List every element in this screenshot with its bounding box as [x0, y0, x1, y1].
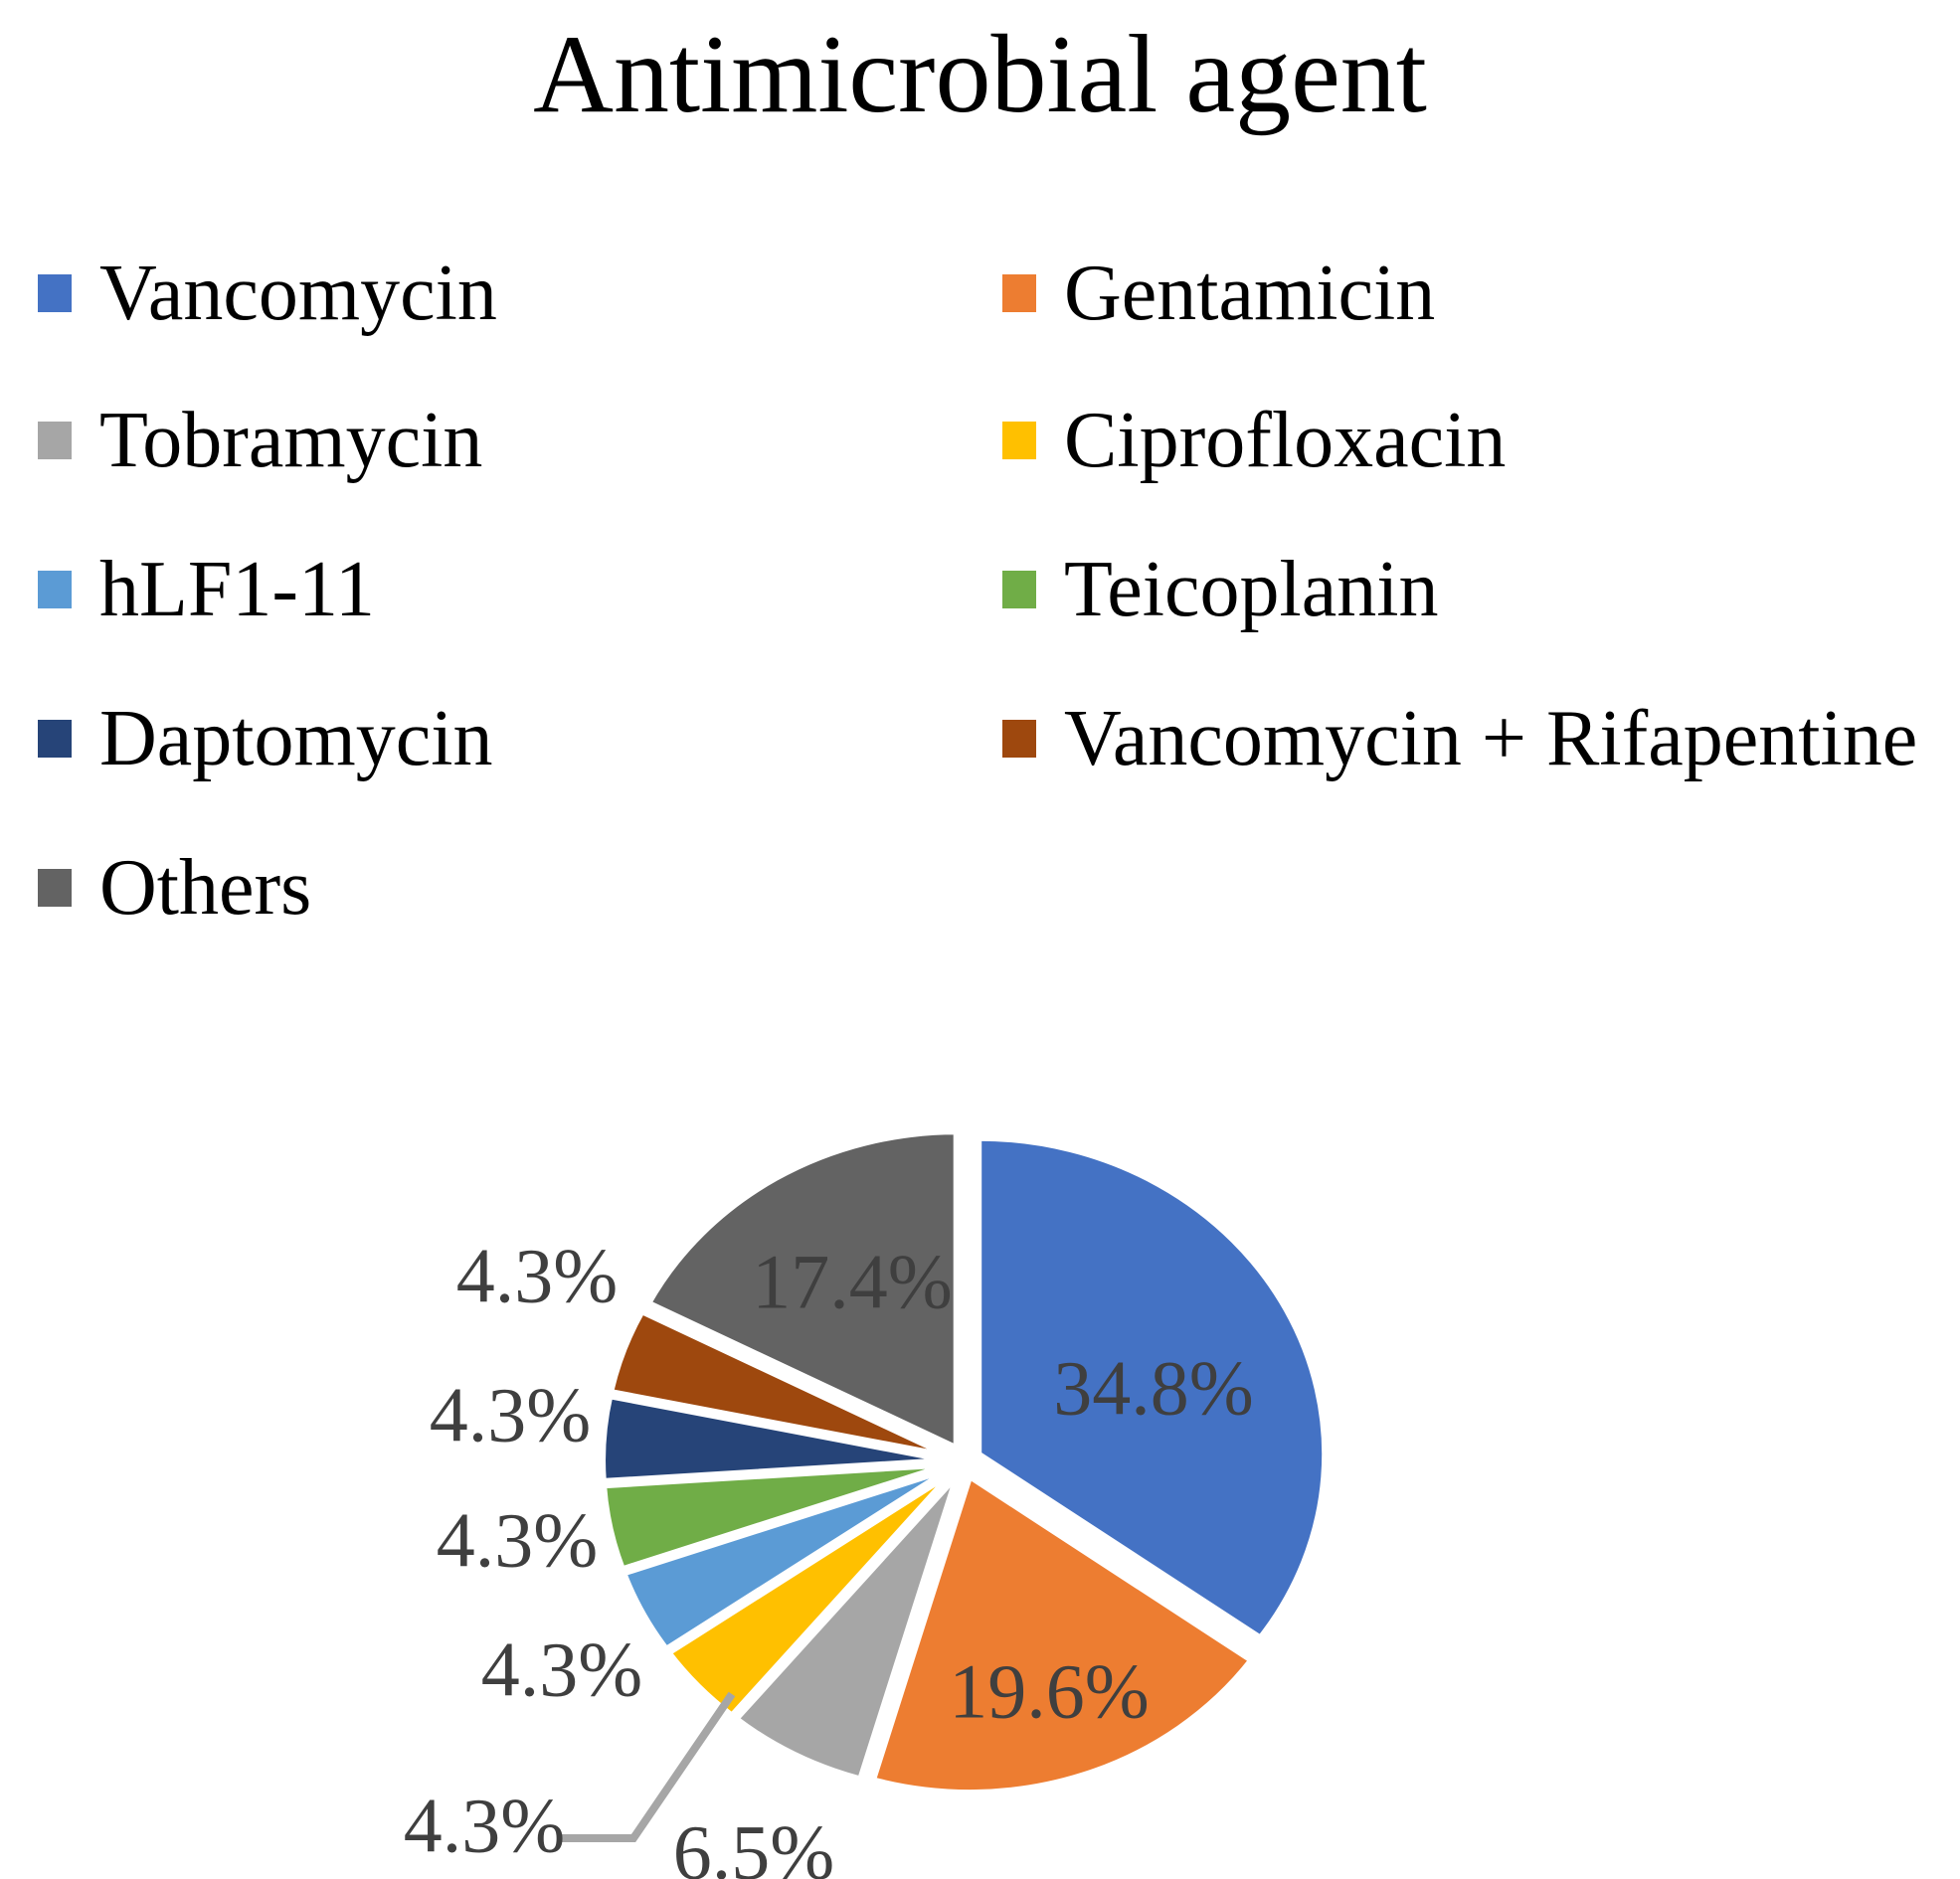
leader-line: [557, 1691, 736, 1842]
pie-slice-teicoplanin: [601, 1461, 953, 1573]
data-label-others: 17.4%: [752, 1238, 952, 1324]
pie-slice-hlf1-11: [621, 1465, 954, 1652]
pie-slice-gentamicin: [870, 1473, 1255, 1796]
pie-slice-vancomycin: [976, 1134, 1329, 1641]
data-label-gentamicin: 19.6%: [949, 1647, 1149, 1734]
data-label-hlf1-11: 4.3%: [481, 1625, 642, 1712]
chart-title: Antimicrobial agent: [533, 13, 1427, 136]
data-label-vancomycin: 34.8%: [1053, 1344, 1253, 1431]
data-label-teicoplanin: 4.3%: [437, 1496, 598, 1583]
pie-slice-daptomycin: [600, 1393, 952, 1484]
data-label-vancomycin-rifapentine: 4.3%: [456, 1232, 618, 1318]
pie-slice-tobramycin: [733, 1472, 961, 1783]
pie-slice-vancomycin-rifapentine: [608, 1308, 953, 1459]
data-label-daptomycin: 4.3%: [430, 1371, 591, 1457]
pie-slice-others: [645, 1128, 960, 1452]
data-label-tobramycin: 6.5%: [673, 1808, 834, 1879]
data-label-ciprofloxacin: 4.3%: [404, 1782, 565, 1868]
pie-slice-ciprofloxacin: [665, 1468, 957, 1719]
